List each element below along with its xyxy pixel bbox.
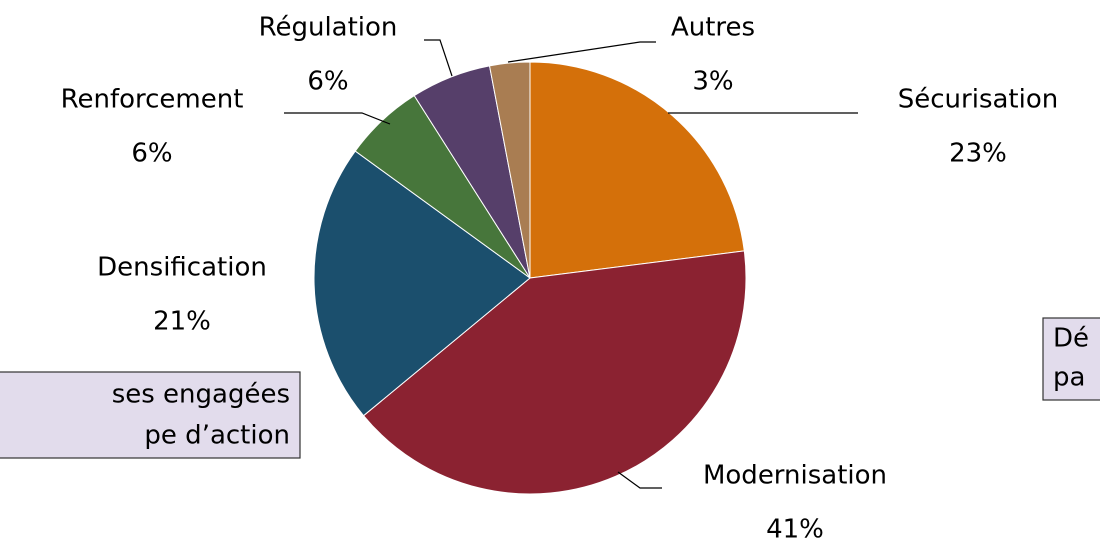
- annotation-box: [1042, 317, 1100, 401]
- slice-value-label: 41%: [766, 515, 824, 540]
- leader-line: [424, 39, 453, 77]
- slice-label: Densification: [97, 253, 267, 283]
- slice-value-label: 6%: [307, 67, 348, 97]
- slice-label: Régulation: [259, 13, 398, 43]
- slice-label: Renforcement: [61, 85, 244, 115]
- annotation: pe d’action: [144, 421, 290, 451]
- annotation: Dé: [1053, 324, 1089, 354]
- pie-slice: [313, 150, 531, 417]
- leader-line: [284, 112, 391, 125]
- slice-value-label: 3%: [692, 67, 733, 97]
- slice-label: Modernisation: [703, 461, 887, 491]
- slice-label: Autres: [671, 13, 755, 43]
- pie-slice: [529, 61, 745, 279]
- annotation: ses engagées: [112, 380, 290, 410]
- pie-slice: [488, 61, 531, 279]
- pie-slice: [362, 250, 747, 495]
- slice-value-label: 23%: [949, 139, 1007, 169]
- slice-value-label: 6%: [131, 139, 172, 169]
- slice-value-label: 21%: [153, 307, 211, 337]
- annotation-box: [0, 371, 301, 459]
- slice-label: Sécurisation: [898, 85, 1058, 115]
- leader-line: [507, 41, 656, 63]
- leader-line: [617, 471, 662, 489]
- annotation: pa: [1053, 363, 1085, 393]
